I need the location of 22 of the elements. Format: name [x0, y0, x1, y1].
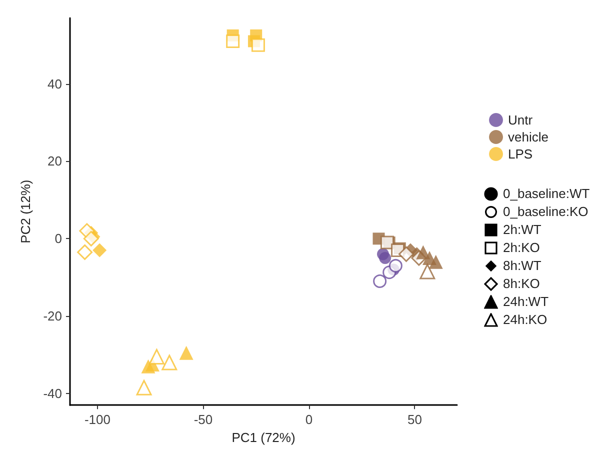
text: 0_baseline:KO: [503, 204, 588, 219]
text: 24h:KO: [503, 312, 548, 327]
x-tick-label: 50: [407, 412, 422, 428]
x-tick-label: -50: [194, 412, 213, 428]
text: 8h:KO: [503, 276, 540, 291]
y-axis-title: PC2 (12%): [18, 180, 33, 244]
y-tick-label: 40: [48, 76, 62, 92]
legend-label: LPS: [508, 146, 533, 162]
legend-label: Untr: [508, 112, 534, 128]
x-axis-title: PC1 (72%): [232, 430, 296, 445]
x-tick-label: -100: [84, 412, 111, 428]
text: 2h:KO: [503, 240, 540, 255]
text: 2h:WT: [503, 222, 542, 237]
text: 24h:WT: [503, 294, 549, 309]
y-tick-label: 20: [48, 154, 62, 169]
text: 8h:WT: [503, 258, 542, 273]
legend-label: vehicle: [508, 130, 548, 144]
y-tick-label: -20: [43, 308, 62, 324]
y-tick-label: 0: [54, 231, 62, 246]
y-tick-label: -40: [43, 386, 62, 401]
text: 0_baseline:WT: [503, 186, 590, 201]
x-tick-label: 0: [305, 412, 313, 428]
